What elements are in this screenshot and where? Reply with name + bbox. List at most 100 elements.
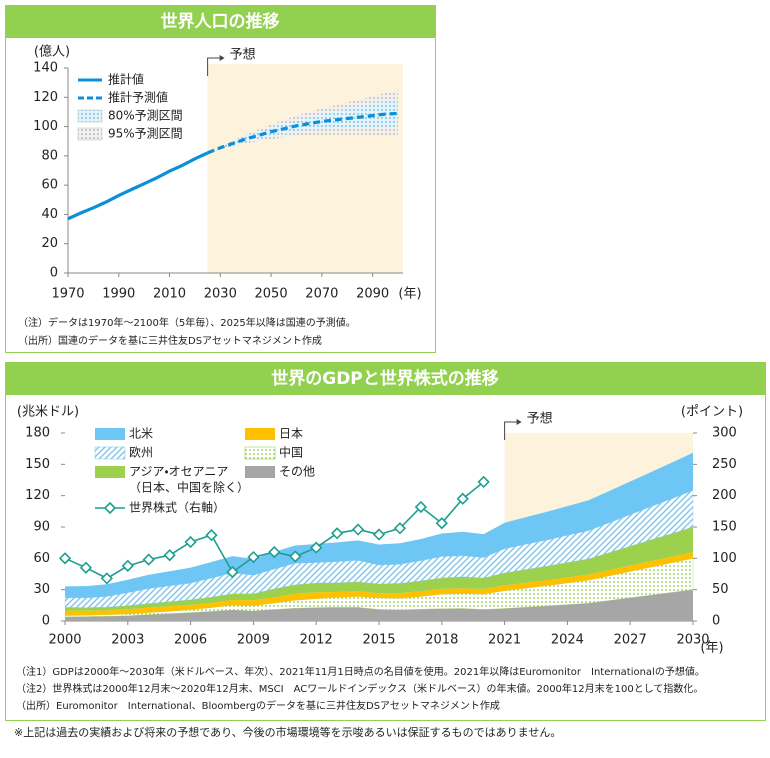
x-tick-label: 1990 [102, 287, 135, 302]
y-tick-label: 180 [25, 426, 50, 441]
x-tick-label: 2012 [300, 633, 333, 648]
banner [5, 362, 766, 395]
y2-tick-label: 300 [712, 426, 737, 441]
legend-swatch [77, 109, 103, 123]
index-marker [456, 492, 469, 505]
annotation-arrowhead [219, 55, 225, 61]
y-tick-label: 100 [33, 119, 58, 134]
annotation: 予想 [527, 411, 553, 427]
y-tick-label: 60 [41, 178, 58, 193]
legend-swatch [95, 428, 125, 440]
legend-label: 80%予測区間 [108, 109, 183, 123]
x-tick-label: 2015 [362, 633, 395, 648]
legend-swatch [95, 466, 125, 478]
legend-swatch [245, 466, 275, 478]
x-tick-label: 2010 [153, 287, 186, 302]
annotation-arrow [207, 57, 220, 76]
y2-tick-label: 0 [712, 614, 720, 629]
index-marker [435, 517, 448, 530]
legend-label: 中国 [279, 445, 303, 460]
y2-axis-unit: (ポイント) [681, 405, 743, 420]
x-tick-label: 2024 [551, 633, 584, 648]
y2-tick-label: 50 [712, 582, 729, 597]
legend-label: 推計値 [108, 72, 144, 87]
stacked-area [65, 589, 693, 621]
y-tick-label: 120 [25, 488, 50, 503]
x-tick-label: 2009 [237, 633, 270, 648]
x-tick-label: 2003 [111, 633, 144, 648]
x-tick-label: 2070 [305, 287, 338, 302]
x-tick-label: 2021 [488, 633, 521, 648]
index-marker [372, 528, 386, 541]
forecast-region [207, 64, 403, 273]
y2-tick-label: 250 [712, 457, 737, 472]
index-marker [331, 527, 344, 540]
y2-tick-label: 200 [712, 488, 737, 503]
y2-tick-label: 100 [712, 551, 737, 566]
legend-label: 95%予測区間 [108, 127, 183, 141]
legend-swatch [103, 501, 117, 515]
note: （出所）Euromonitor International、Bloombergの… [16, 699, 500, 712]
index-marker [289, 550, 302, 563]
stacked-area [64, 558, 694, 617]
x-tick-label: 1970 [51, 287, 84, 302]
index-marker [79, 561, 93, 574]
legend-label: アジア・オセアニア [129, 465, 228, 479]
y-tick-label: 20 [41, 236, 58, 251]
y-tick-label: 0 [42, 614, 50, 629]
index-marker [100, 572, 113, 585]
legend-label: 日本 [279, 427, 303, 441]
index-marker [268, 545, 281, 559]
legend-label: 世界株式（右軸） [129, 500, 225, 515]
index-marker [226, 565, 239, 579]
annotation-arrow [504, 421, 517, 440]
index-marker [142, 553, 155, 566]
x-axis-unit: (年) [398, 287, 421, 302]
index-marker [247, 550, 260, 564]
x-tick-label: 2000 [48, 633, 81, 648]
legend-swatch [77, 127, 103, 141]
y-tick-label: 30 [33, 582, 50, 597]
legend-label-note: （日本、中国を除く） [129, 480, 249, 495]
x-tick-label: 2030 [204, 287, 237, 302]
population-line [67, 151, 209, 221]
legend-swatch [245, 428, 275, 440]
y-tick-label: 60 [33, 551, 50, 566]
y-tick-label: 120 [33, 90, 58, 105]
legend-swatch [94, 446, 126, 460]
index-marker [184, 535, 197, 549]
legend-label: その他 [279, 465, 315, 479]
stacked-area [65, 527, 693, 611]
chart-title: 世界のGDPと世界株式の推移 [271, 368, 499, 389]
x-axis-unit: (年) [700, 641, 723, 656]
annotation-arrowhead [516, 419, 522, 425]
y2-tick-label: 150 [712, 520, 737, 535]
x-tick-label: 2030 [676, 633, 709, 648]
banner [5, 5, 436, 38]
y-tick-label: 90 [33, 520, 50, 535]
legend-label: 欧州 [129, 446, 153, 460]
y-tick-label: 80 [41, 148, 58, 163]
index-marker [414, 500, 427, 514]
footnote: ※上記は過去の実績および将来の予想であり、今後の市場環境等を示唆あるいは保証する… [14, 725, 561, 739]
y-tick-label: 150 [25, 457, 50, 472]
y-tick-label: 40 [41, 207, 58, 222]
legend-label: 推計予測値 [108, 90, 168, 105]
index-marker [121, 559, 134, 572]
index-marker [58, 552, 72, 565]
stacked-area [65, 452, 693, 598]
note: （注）データは1970年～2100年（5年毎）、2025年以降は国連の予測値。 [18, 316, 356, 329]
note: （出所）国連のデータを基に三井住友DSアセットマネジメント作成 [18, 334, 322, 347]
population-line [207, 111, 399, 155]
legend-swatch [244, 446, 276, 460]
y-axis-unit: (億人) [34, 45, 70, 60]
note: （注2）世界株式は2000年12月末～2020年12月末、MSCI ACワールド… [16, 682, 703, 695]
y-axis-unit: (兆米ドル) [17, 405, 79, 420]
legend-label: 北米 [129, 427, 153, 441]
x-tick-label: 2050 [255, 287, 288, 302]
x-tick-label: 2006 [174, 633, 207, 648]
x-tick-label: 2027 [614, 633, 647, 648]
index-marker [310, 541, 323, 554]
note: （注1）GDPは2000年～2030年（米ドルベース、年次）、2021年11月1… [16, 665, 705, 678]
